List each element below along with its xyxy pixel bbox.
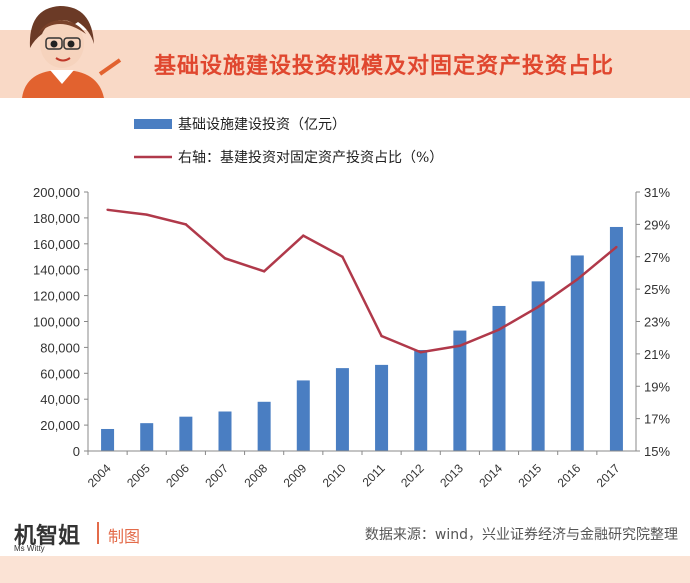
footer-divider — [97, 522, 99, 544]
x-tick-label: 2017 — [594, 461, 623, 490]
data-source: 数据来源：wind，兴业证券经济与金融研究院整理 — [364, 527, 678, 543]
line-point — [223, 257, 227, 260]
legend-bar-swatch — [134, 119, 172, 129]
made-by-label: 制图 — [108, 527, 141, 546]
bar — [609, 226, 623, 451]
legend-bar-label: 基础设施建设投资（亿元） — [178, 116, 346, 133]
x-tick-label: 2015 — [515, 461, 544, 490]
left-tick-label: 100,000 — [33, 315, 80, 330]
legend-line-label: 右轴：基建投资对固定资产投资占比（%） — [178, 149, 443, 166]
line-point — [497, 328, 501, 331]
bar-series — [101, 226, 623, 451]
bar — [257, 401, 271, 451]
line-point — [576, 278, 579, 281]
right-tick-label: 27% — [644, 250, 670, 265]
x-tick-label: 2011 — [360, 461, 388, 489]
bottom-strip — [0, 556, 690, 583]
bar — [414, 349, 428, 451]
line-point — [458, 344, 462, 347]
bar — [179, 416, 193, 451]
line-point — [302, 234, 305, 237]
left-axis: 0 20,000 40,000 60,000 80,000 100,000 120,000 1… — [33, 185, 89, 459]
line-series — [106, 208, 618, 354]
line-point — [262, 270, 266, 273]
line-point — [615, 245, 618, 249]
right-tick-label: 23% — [644, 315, 670, 330]
x-tick-label: 2010 — [320, 461, 349, 490]
combo-chart: 基础设施建设投资（亿元） 右轴：基建投资对固定资产投资占比（%） 0 20,000… — [33, 116, 670, 490]
bar — [375, 364, 389, 451]
legend: 基础设施建设投资（亿元） 右轴：基建投资对固定资产投资占比（%） — [134, 116, 443, 166]
bar — [570, 255, 584, 451]
right-tick-label: 17% — [644, 412, 670, 427]
bar — [140, 423, 154, 451]
x-tick-label: 2008 — [241, 461, 270, 490]
bar — [453, 330, 467, 451]
right-tick-label: 21% — [644, 347, 670, 362]
left-tick-label: 0 — [73, 444, 80, 459]
left-tick-label: 80,000 — [40, 340, 80, 355]
right-tick-label: 29% — [644, 217, 670, 232]
bar — [296, 380, 310, 451]
x-tick-label: 2004 — [85, 461, 114, 490]
right-axis: 15% 17% 19% 21% 23% 25% 27% 29% 31% — [635, 185, 670, 459]
left-tick-label: 40,000 — [40, 392, 80, 407]
footer: 机智姐 Ms Witty 制图 数据来源：wind，兴业证券经济与金融研究院整理 — [0, 512, 690, 556]
right-tick-label: 19% — [644, 379, 670, 394]
line-point — [184, 223, 188, 226]
brand-subtitle: Ms Witty — [14, 544, 45, 553]
left-tick-label: 180,000 — [33, 211, 80, 226]
avatar — [22, 6, 122, 98]
x-tick-label: 2012 — [398, 461, 427, 490]
right-tick-label: 15% — [644, 444, 670, 459]
x-tick-label: 2006 — [163, 461, 192, 490]
right-tick-label: 31% — [644, 185, 670, 200]
x-tick-label: 2014 — [476, 461, 505, 490]
x-tick-label: 2007 — [202, 461, 231, 490]
bar — [531, 281, 545, 451]
x-tick-label: 2009 — [281, 461, 310, 490]
x-tick-label: 2016 — [555, 461, 584, 490]
line-point — [419, 351, 422, 354]
bar — [492, 305, 506, 451]
left-tick-label: 120,000 — [33, 289, 80, 304]
line-point — [380, 334, 383, 338]
left-tick-label: 160,000 — [33, 237, 80, 252]
line-point — [341, 255, 344, 258]
line-point — [106, 208, 109, 212]
line-point — [145, 213, 148, 216]
bar — [218, 411, 232, 451]
bar — [101, 428, 115, 451]
line-point — [536, 305, 540, 309]
left-tick-label: 20,000 — [40, 418, 80, 433]
brand-logo: 机智姐 — [14, 523, 81, 549]
x-axis: 2004 2005 2006 2007 2008 2009 2010 2011 2012 2013… — [85, 450, 636, 490]
x-tick-label: 2013 — [437, 461, 466, 490]
right-tick-label: 25% — [644, 282, 670, 297]
line-path — [107, 208, 618, 354]
left-tick-label: 60,000 — [40, 366, 80, 381]
chart-title: 基础设施建设投资规模及对固定资产投资占比 — [154, 54, 615, 79]
left-tick-label: 200,000 — [33, 185, 80, 200]
bar — [335, 368, 349, 451]
x-tick-label: 2005 — [124, 461, 153, 490]
left-tick-label: 140,000 — [33, 263, 80, 278]
